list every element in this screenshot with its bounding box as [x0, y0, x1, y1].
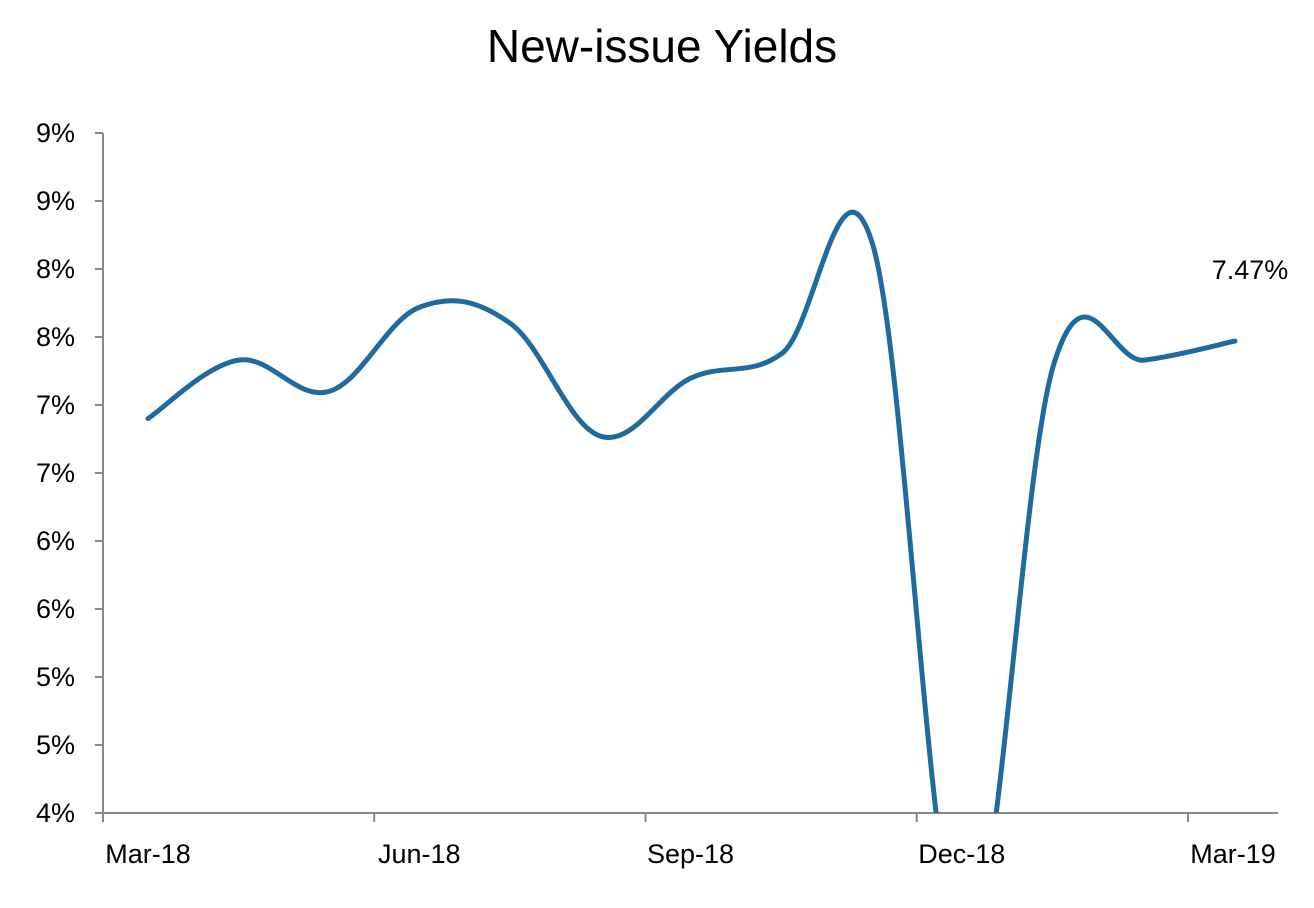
y-tick-label: 7% — [36, 390, 75, 420]
y-tick-label: 9% — [36, 118, 75, 148]
x-tick-label: Jun-18 — [378, 839, 461, 869]
y-tick-label: 6% — [36, 526, 75, 556]
y-axis: 4% 5% 5% 6% 6% 7% 7% 8% 8% 9% 9% — [36, 118, 104, 828]
x-tick-label: Mar-19 — [1190, 839, 1276, 869]
y-tick-label: 7% — [36, 458, 75, 488]
y-tick-label: 9% — [36, 186, 75, 216]
y-tick-label: 8% — [36, 254, 75, 284]
y-tick-label: 5% — [36, 662, 75, 692]
series-line — [145, 209, 1238, 813]
x-tick-label: Dec-18 — [918, 839, 1005, 869]
y-tick-label: 6% — [36, 594, 75, 624]
x-tick-label: Mar-18 — [105, 839, 191, 869]
x-tick-label: Sep-18 — [647, 839, 734, 869]
y-tick-label: 8% — [36, 322, 75, 352]
series-layer — [145, 209, 1238, 813]
last-value-label: 7.47% — [1212, 255, 1289, 285]
y-tick-label: 5% — [36, 730, 75, 760]
x-axis: Mar-18 Jun-18 Sep-18 Dec-18 Mar-19 — [102, 812, 1278, 869]
chart-title: New-issue Yields — [487, 20, 837, 72]
y-tick-label: 4% — [36, 798, 75, 828]
